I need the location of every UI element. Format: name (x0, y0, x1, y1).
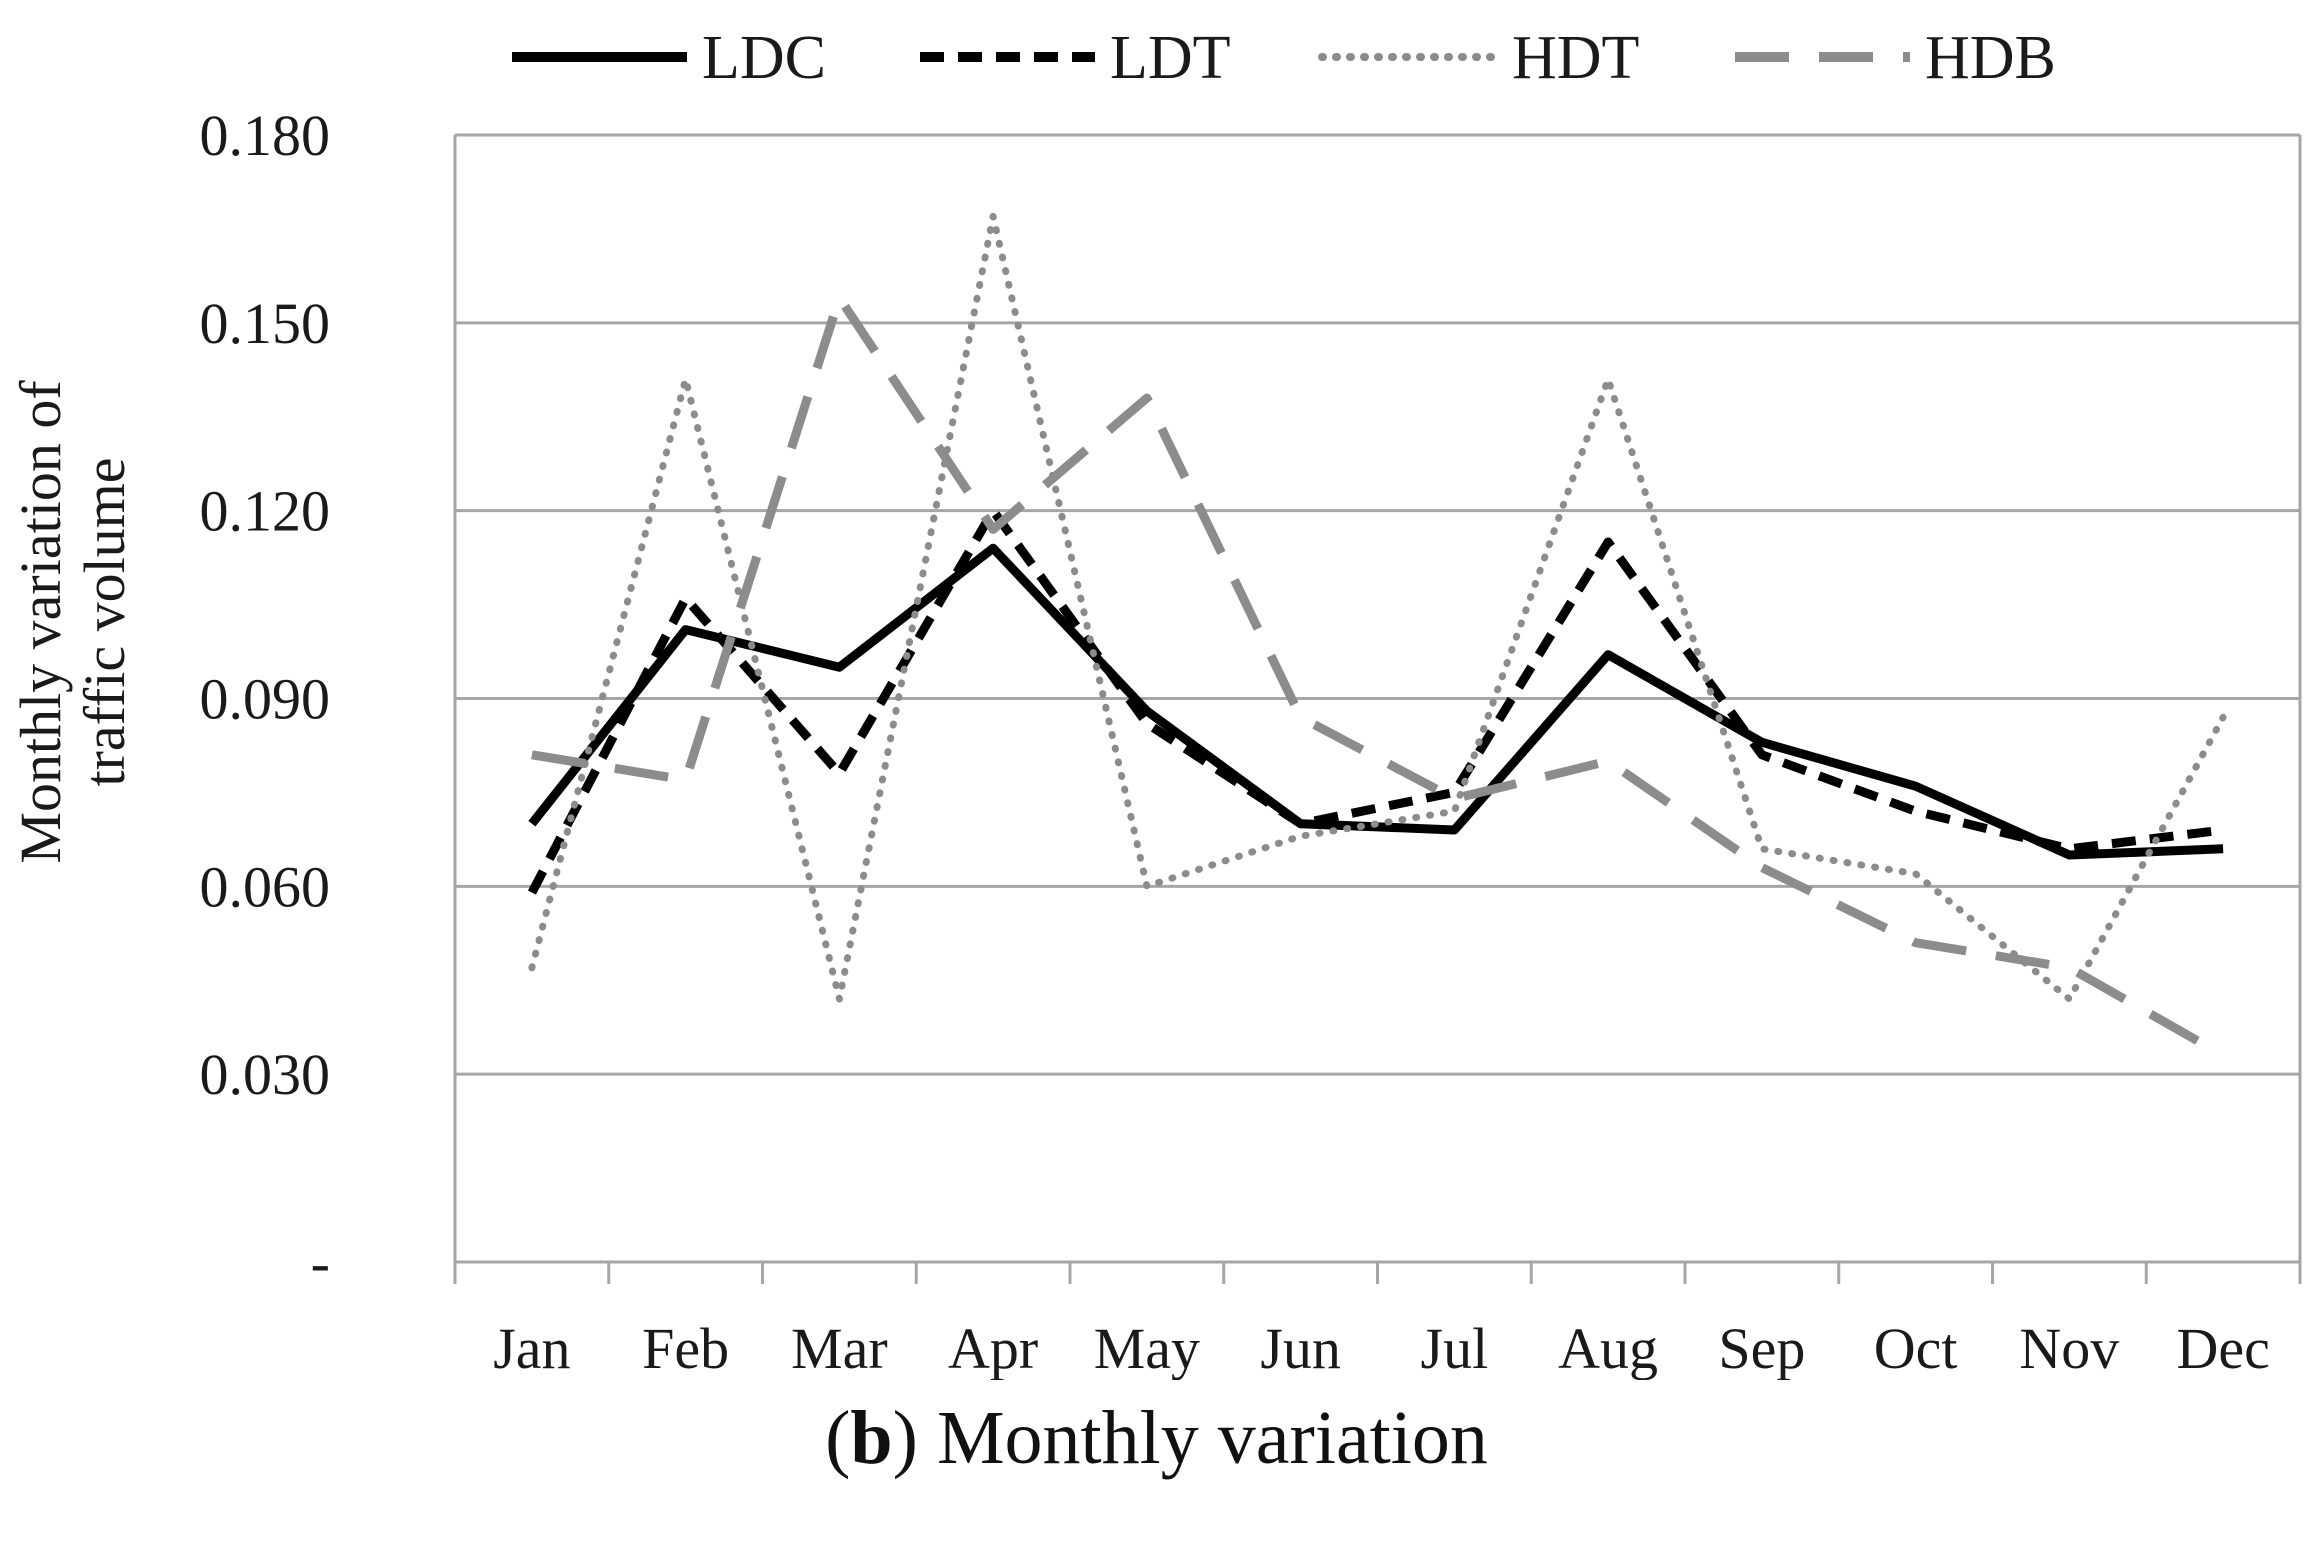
x-tick-label: Feb (642, 1316, 729, 1380)
x-tick-label: Jul (1421, 1316, 1489, 1380)
caption-text: ) Monthly variation (892, 1396, 1488, 1480)
y-axis-title-line-2: traffic volume (72, 457, 137, 786)
series-line-ldt (527, 506, 2224, 895)
series-line-hdb (531, 293, 2226, 1060)
x-tick-label: Apr (948, 1316, 1038, 1380)
line-chart: - 0.030 0.060 0.090 0.120 0.150 0.180 Jan Feb Ma… (8, 24, 2302, 1380)
series-lines (527, 212, 2227, 1060)
x-tick-label: May (1094, 1316, 1200, 1380)
x-tick-label: Oct (1874, 1316, 1958, 1380)
caption-label: b (850, 1396, 893, 1480)
x-tick-label: Dec (2176, 1316, 2269, 1380)
series-line-ldc (528, 543, 2224, 860)
y-tick-label: - (311, 1230, 330, 1295)
x-tick-label: Sep (1718, 1316, 1805, 1380)
x-tick-label: Jan (493, 1316, 570, 1380)
series-line-hdt (528, 212, 2227, 1003)
y-tick-label: 0.060 (200, 854, 331, 919)
figure-caption: (b) Monthly variation (0, 1395, 2313, 1482)
y-tick-label: 0.030 (200, 1042, 331, 1107)
x-tick-label: Jun (1260, 1316, 1341, 1380)
y-tick-label: 0.120 (200, 479, 331, 544)
y-tick-label: 0.150 (200, 291, 331, 356)
x-tick-label: Mar (791, 1316, 888, 1380)
legend-label-hdb: HDB (1925, 24, 2056, 92)
y-axis-ticks: - 0.030 0.060 0.090 0.120 0.150 0.180 (200, 103, 331, 1295)
gridlines (455, 133, 2300, 1076)
legend: LDC LDT HDT HDB (512, 24, 2056, 92)
y-tick-label: 0.180 (200, 103, 331, 168)
x-tick-label: Aug (1558, 1316, 1658, 1380)
caption-open-paren: ( (825, 1396, 851, 1480)
y-axis-title: Monthly variation of traffic volume (8, 380, 137, 864)
legend-label-hdt: HDT (1512, 24, 1639, 92)
x-tick-label: Nov (2019, 1316, 2119, 1380)
y-tick-label: 0.090 (200, 667, 331, 732)
y-axis-title-line-1: Monthly variation of (8, 380, 73, 864)
legend-label-ldt: LDT (1110, 24, 1231, 92)
x-axis-ticks: Jan Feb Mar Apr May Jun Jul Aug Sep Oct Nov Dec (453, 1262, 2302, 1380)
legend-label-ldc: LDC (702, 24, 826, 92)
